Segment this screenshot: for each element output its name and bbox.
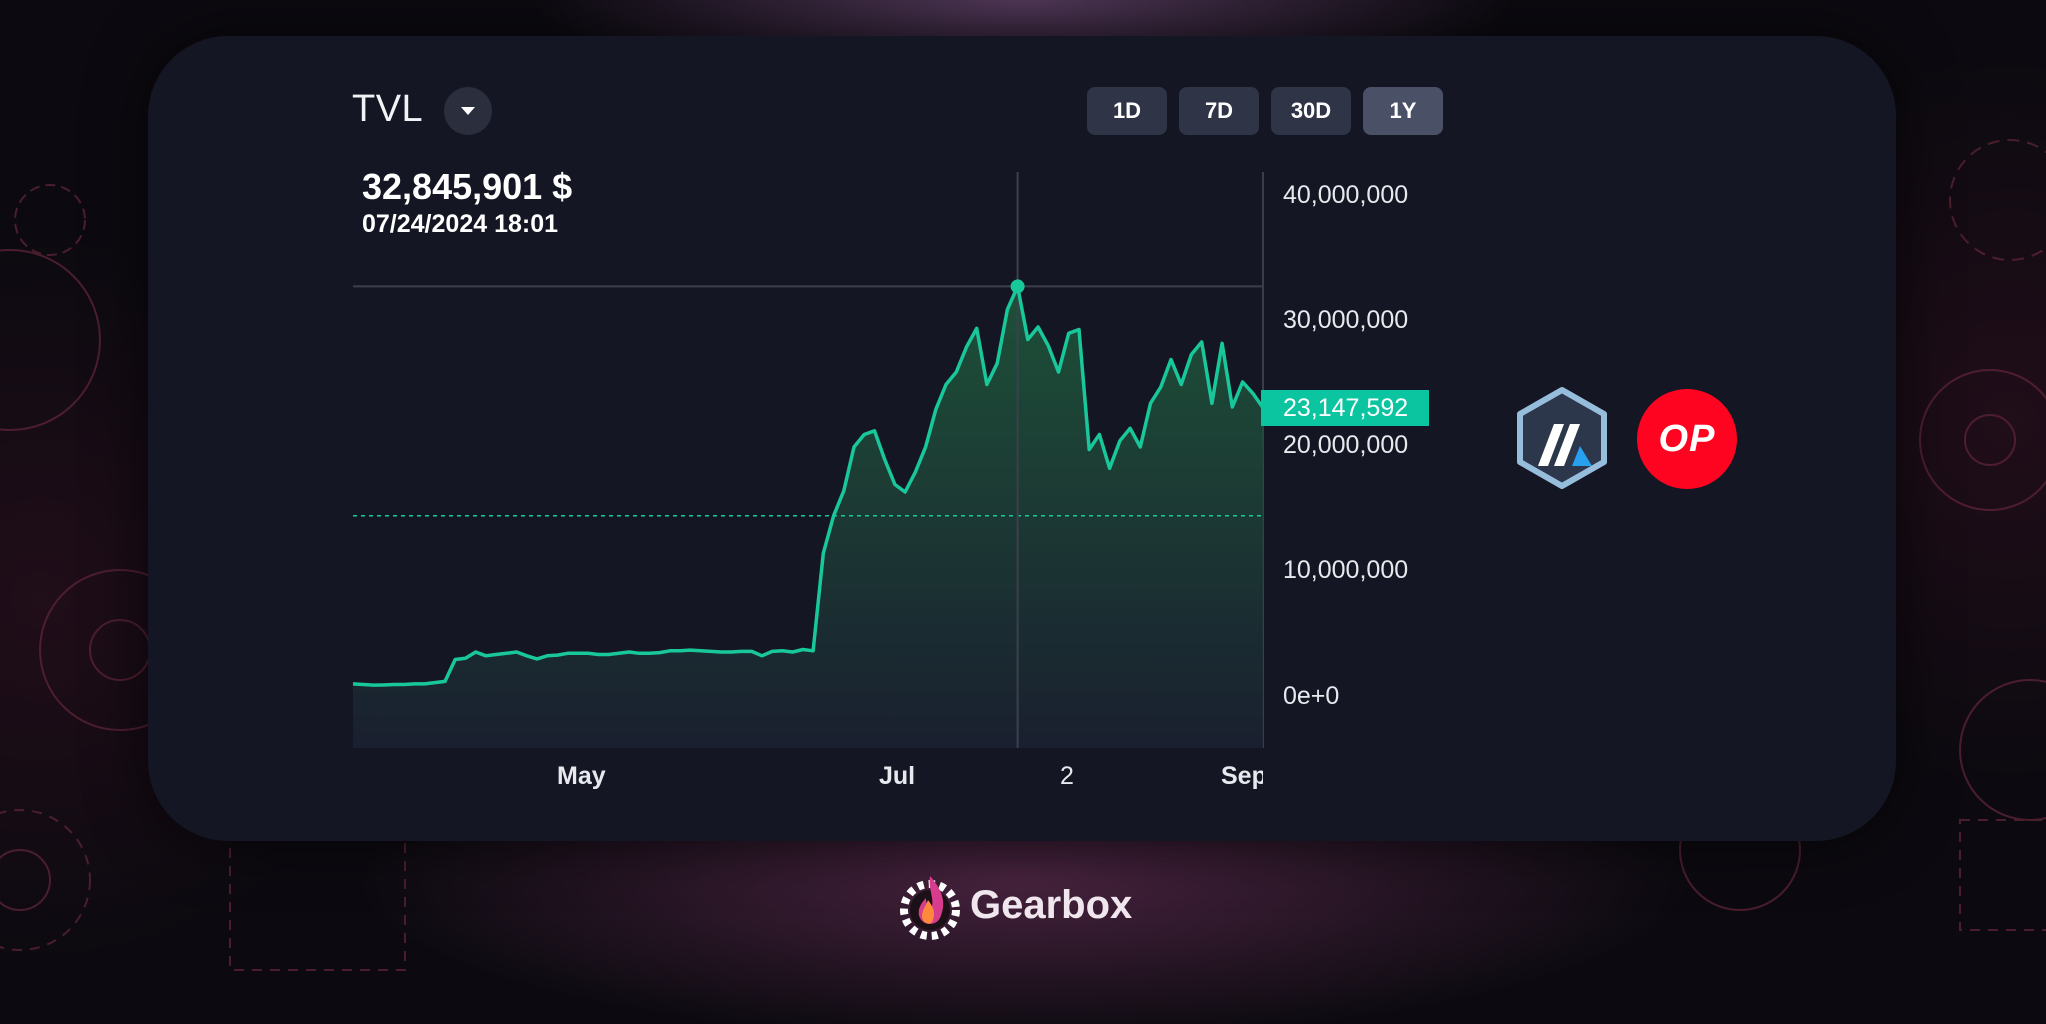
tvl-area [353, 286, 1263, 748]
optimism-label: OP [1658, 417, 1716, 460]
x-tick-label: Sep [1221, 762, 1263, 790]
brand-name: Gearbox [970, 882, 1133, 927]
timeframe-30d-button[interactable]: 30D [1271, 87, 1351, 135]
y-tick-label: 30,000,000 [1283, 306, 1409, 334]
metric-dropdown-button[interactable] [444, 87, 492, 135]
crosshair-point [1010, 279, 1025, 294]
tooltip-date: 07/24/2024 18:01 [362, 210, 559, 238]
brand-logo: Gearbox [900, 870, 1132, 940]
timeframe-1y-button[interactable]: 1Y [1363, 87, 1443, 135]
optimism-icon[interactable]: OP [1637, 389, 1737, 489]
timeframe-7d-button[interactable]: 7D [1179, 87, 1259, 135]
x-tick-label: Jul [879, 762, 916, 790]
gearbox-flame-icon [900, 876, 960, 940]
y-tick-label: 10,000,000 [1283, 556, 1409, 584]
x-tick-label: May [557, 762, 606, 790]
timeframe-1d-button[interactable]: 1D [1087, 87, 1167, 135]
current-value-tag: 23,147,592 [1261, 390, 1429, 426]
chart-title: TVL [352, 88, 424, 130]
caret-down-icon [461, 106, 475, 115]
y-tick-label: 0e+0 [1283, 682, 1340, 710]
x-tick-label: 2 [1060, 762, 1074, 790]
tvl-line [352, 284, 1265, 687]
tooltip-value: 32,845,901 $ [362, 166, 573, 207]
y-tick-label: 20,000,000 [1283, 431, 1409, 459]
y-tick-label: 40,000,000 [1283, 181, 1409, 209]
arbitrum-icon[interactable] [1514, 386, 1610, 490]
